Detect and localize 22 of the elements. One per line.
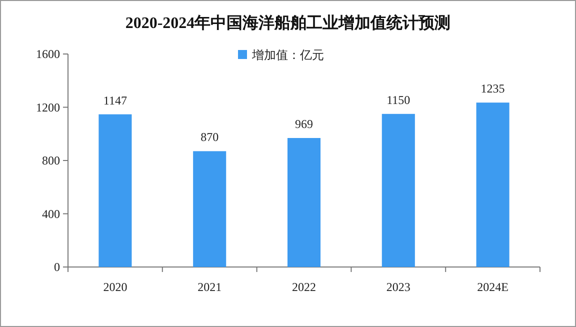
x-tick-label: 2021 [198, 280, 222, 294]
x-tick-label: 2024E [477, 280, 508, 294]
legend-label: 增加值：亿元 [251, 48, 324, 62]
data-label: 1235 [480, 82, 505, 96]
bar [98, 114, 132, 267]
x-tick-label: 2020 [103, 280, 128, 294]
bar [476, 102, 510, 267]
y-tick-label: 0 [54, 260, 60, 274]
bar [382, 114, 415, 267]
y-tick-label: 1600 [36, 47, 60, 61]
data-label: 1150 [386, 92, 410, 107]
y-tick-label: 400 [42, 206, 60, 221]
data-label: 1147 [103, 93, 127, 108]
data-label: 969 [295, 117, 313, 131]
chart-title: 2020-2024年中国海洋船舶工业增加值统计预测 [125, 14, 451, 32]
data-label: 870 [200, 130, 219, 144]
y-tick-label: 1200 [36, 100, 60, 114]
bar [193, 151, 226, 267]
x-tick-label: 2023 [386, 280, 410, 294]
y-tick-label: 800 [42, 154, 60, 168]
x-tick-label: 2022 [292, 280, 316, 294]
bar [287, 138, 321, 267]
